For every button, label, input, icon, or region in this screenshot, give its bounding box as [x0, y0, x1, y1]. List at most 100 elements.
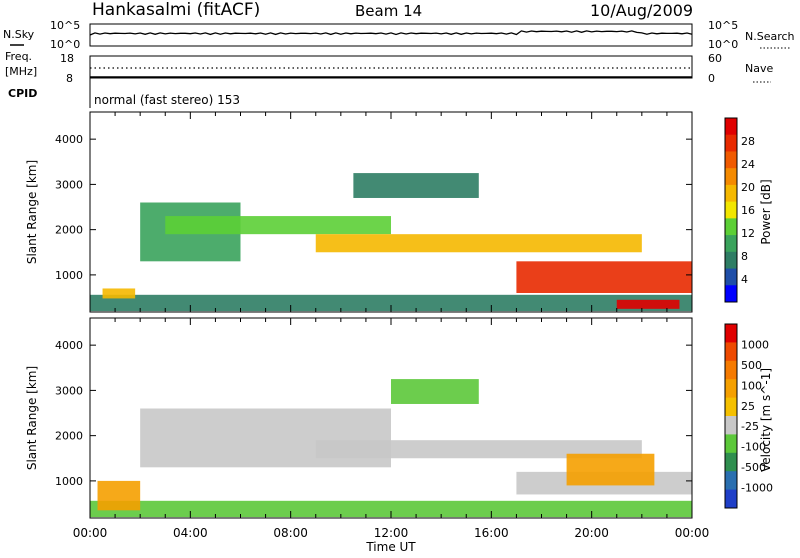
scatter-region-2: [140, 408, 391, 468]
power-data: [90, 173, 692, 312]
colorbar-tick-label: 20: [741, 181, 755, 194]
time-tick-label: 00:00: [73, 526, 108, 540]
velocity-y-axis-label: Slant Range [km]: [25, 366, 39, 470]
cpid-label: CPID: [8, 87, 37, 100]
colorbar-swatch: [725, 397, 737, 417]
scatter-region-4: [391, 379, 479, 404]
colorbar-swatch: [725, 471, 737, 491]
time-tick-label: 08:00: [273, 526, 308, 540]
colorbar-swatch: [725, 324, 737, 343]
colorbar-tick-label: 100: [741, 379, 762, 392]
colorbar-swatch: [725, 434, 737, 454]
y-tick-label: 4000: [55, 339, 83, 352]
y-tick-label: 4000: [55, 133, 83, 146]
noise-right-label: N.Search: [745, 30, 795, 43]
colorbar-swatch: [725, 118, 737, 136]
beam-label: Beam 14: [355, 2, 422, 20]
freq-tick-top: 18: [60, 52, 74, 65]
velocity-colorbar-label: Velocity [m s^-1]: [759, 368, 773, 472]
freq-label-2: [MHz]: [5, 65, 37, 78]
colorbar-swatch: [725, 134, 737, 152]
colorbar-tick-label: 24: [741, 158, 755, 171]
y-tick-label: 3000: [55, 178, 83, 191]
y-tick-label: 2000: [55, 224, 83, 237]
power-colorbar-label: Power [dB]: [759, 179, 773, 244]
colorbar-swatch: [725, 360, 737, 380]
y-tick-label: 1000: [55, 475, 83, 488]
y-tick-label: 1000: [55, 269, 83, 282]
time-tick-label: 16:00: [474, 526, 509, 540]
colorbar-tick-label: -500: [741, 461, 766, 474]
freq-tick-bottom: 8: [66, 72, 73, 85]
y-tick-label: 3000: [55, 384, 83, 397]
power-colorbar: 4 8 12 16 20 24 28: [724, 117, 755, 303]
noise-left-tick-top: 10^5: [50, 19, 80, 32]
time-axis-label: Time UT: [365, 540, 416, 554]
freq-panel: Freq. [MHz] 18 8 60 0 Nave: [5, 50, 773, 85]
power-y-ticks: 1000 2000 3000 4000: [55, 133, 692, 282]
colorbar-swatch: [725, 489, 737, 509]
date-label: 10/Aug/2009: [590, 1, 693, 20]
nave-tick-top: 60: [708, 52, 722, 65]
velocity-panel: 1000 2000 3000 4000 Slant Range [km] 1000 50…: [25, 317, 773, 519]
colorbar-swatch: [725, 184, 737, 203]
freq-label-1: Freq.: [5, 50, 32, 63]
colorbar-swatch: [725, 201, 737, 219]
noise-panel: N.Sky 10^5 10^0 10^5 10^0 N.Search: [3, 19, 795, 51]
noise-right-tick-bottom: 10^0: [708, 38, 738, 51]
colorbar-tick-label: 1000: [741, 338, 769, 351]
colorbar-swatch: [725, 285, 737, 303]
velocity-y-ticks: 1000 2000 3000 4000: [55, 339, 692, 488]
colorbar-swatch: [725, 218, 737, 236]
time-tick-label: 12:00: [374, 526, 409, 540]
colorbar-tick-label: 12: [741, 227, 755, 240]
scatter-region-5: [353, 173, 479, 198]
nave-tick-bottom: 0: [708, 72, 715, 85]
colorbar-swatch: [725, 151, 737, 169]
colorbar-tick-label: -25: [741, 420, 759, 433]
velocity-data: [90, 379, 692, 518]
colorbar-swatch: [725, 268, 737, 286]
colorbar-tick-label: 4: [741, 273, 748, 286]
colorbar-swatch: [725, 235, 737, 253]
scatter-region-3: [315, 440, 642, 459]
colorbar-swatch: [725, 452, 737, 472]
scatter-region-6: [566, 453, 655, 486]
freq-panel-frame: [89, 55, 693, 79]
time-tick-label: 20:00: [574, 526, 609, 540]
scatter-region-3: [165, 216, 391, 235]
noise-trace: [89, 30, 693, 36]
colorbar-tick-label: -1000: [741, 482, 773, 495]
scatter-region-6: [516, 261, 692, 293]
velocity-x-ticks: [89, 318, 693, 518]
scatter-region-7: [616, 299, 680, 309]
noise-left-label: N.Sky: [3, 28, 35, 41]
colorbar-tick-label: -100: [741, 441, 766, 454]
time-tick-labels: 00:00 04:00 08:00 12:00 16:00 20:00 00:00: [73, 526, 710, 540]
cpid-mode: normal (fast stereo) 153: [94, 93, 240, 107]
colorbar-tick-label: 500: [741, 359, 762, 372]
power-panel: 1000 2000 3000 4000 Slant Range [km] 4 8 12 16…: [25, 111, 773, 313]
colorbar-swatch: [725, 168, 737, 186]
velocity-colorbar: 1000 500 100 25 -25 -100 -500 -1000: [724, 323, 773, 509]
time-tick-label: 04:00: [173, 526, 208, 540]
y-tick-label: 2000: [55, 430, 83, 443]
scatter-region-1: [97, 480, 141, 511]
colorbar-swatch: [725, 342, 737, 362]
scatter-region-4: [315, 234, 642, 253]
colorbar-tick-label: 16: [741, 204, 755, 217]
colorbar-tick-label: 25: [741, 400, 755, 413]
scatter-region-1: [102, 288, 136, 299]
time-tick-label: 00:00: [675, 526, 710, 540]
nave-label: Nave: [745, 62, 773, 75]
noise-panel-frame: [89, 23, 693, 47]
scatter-region-0: [90, 294, 692, 312]
colorbar-swatch: [725, 416, 737, 435]
noise-right-tick-top: 10^5: [708, 19, 738, 32]
colorbar-swatch: [725, 251, 737, 270]
colorbar-tick-label: 8: [741, 250, 748, 263]
noise-left-tick-bottom: 10^0: [50, 38, 80, 51]
colorbar-swatch: [725, 379, 737, 399]
